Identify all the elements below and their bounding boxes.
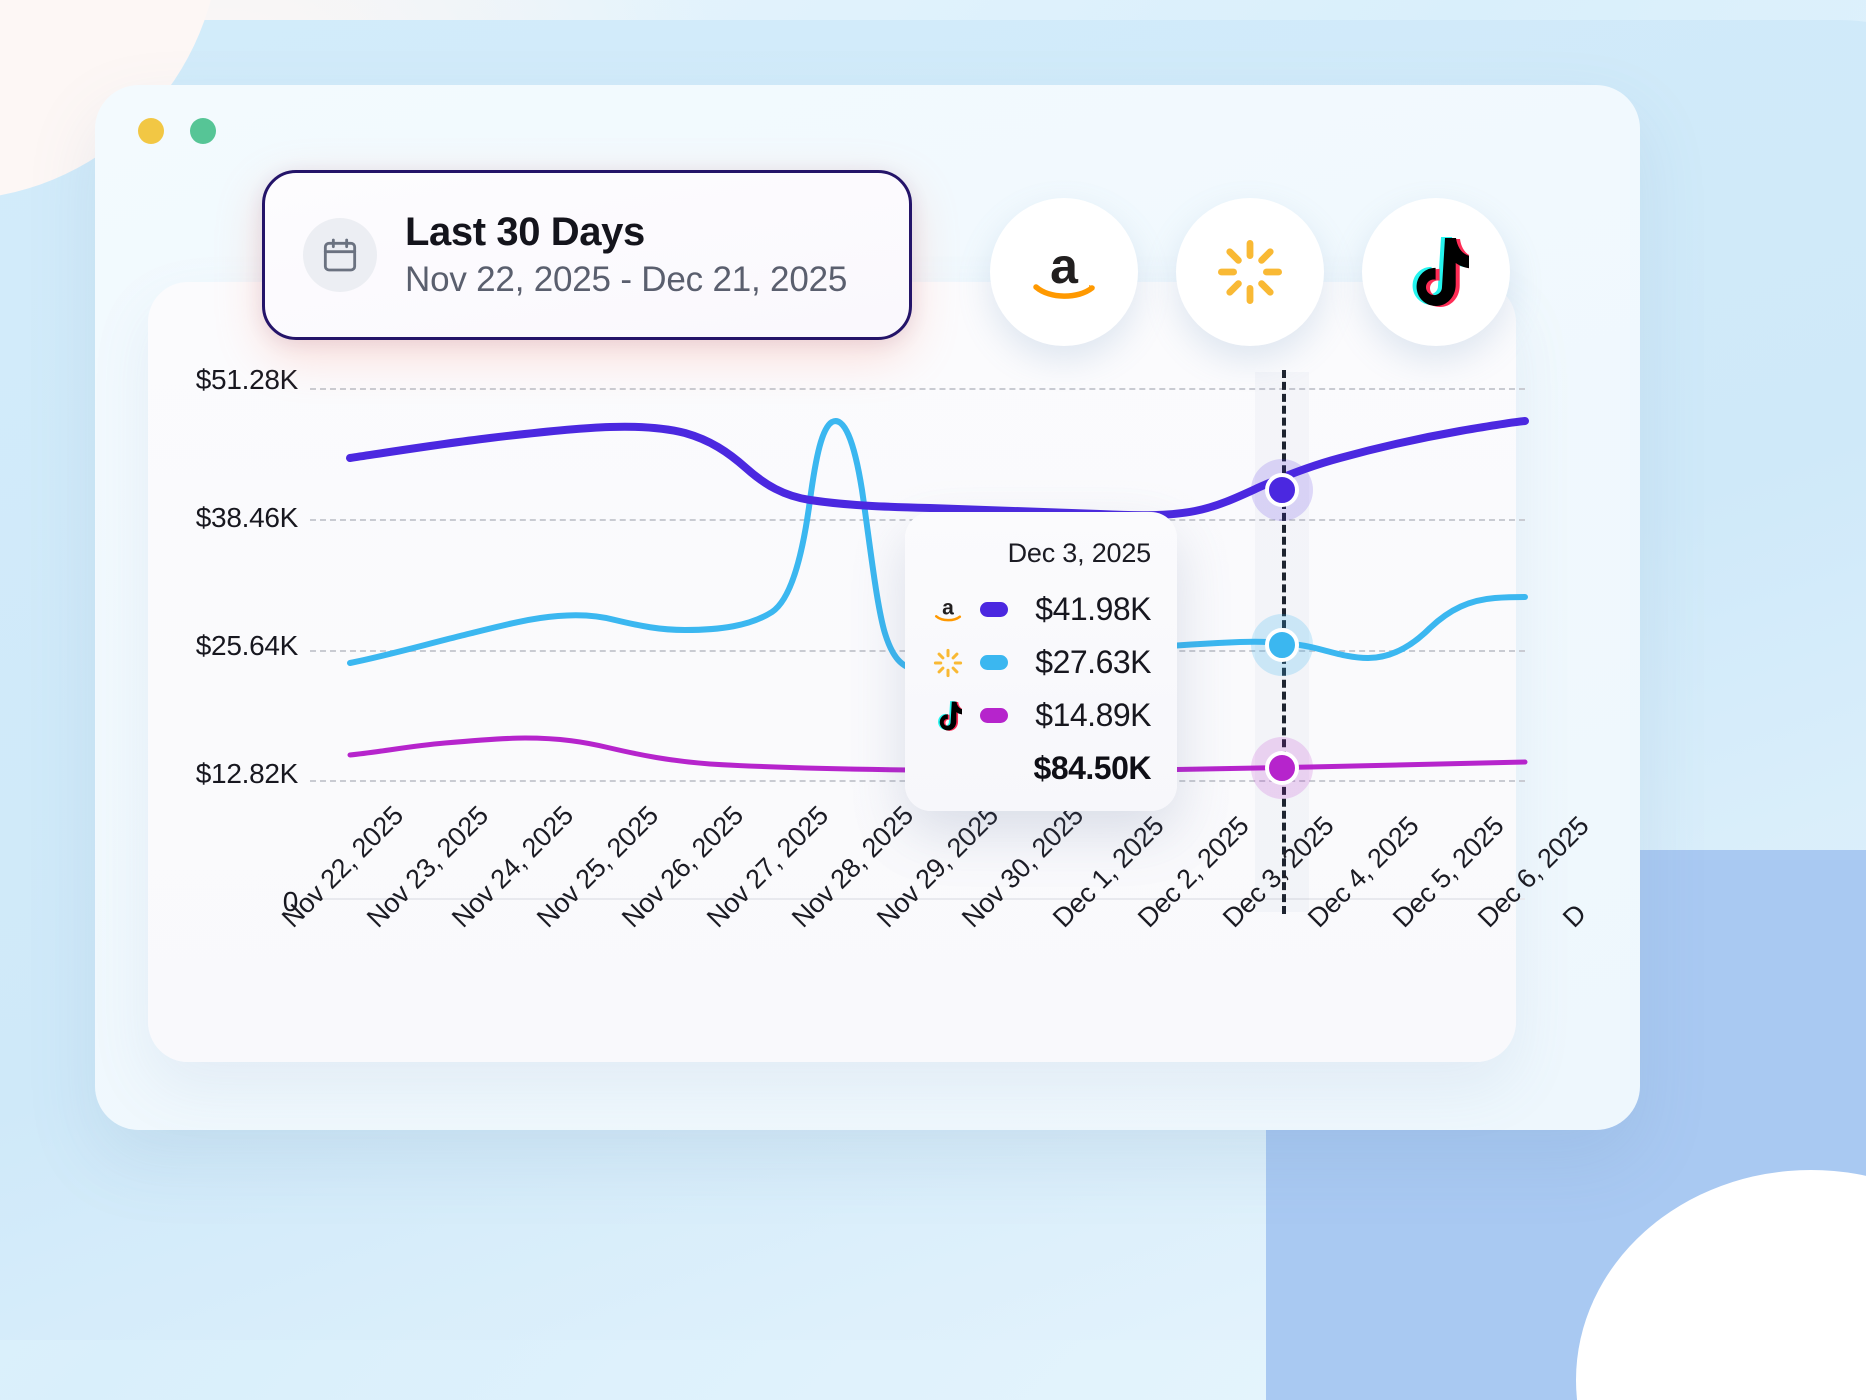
date-range-title: Last 30 Days <box>405 210 645 254</box>
y-axis-tick: $12.82K <box>195 758 299 789</box>
hover-marker-walmart[interactable] <box>1251 614 1313 676</box>
date-range-subtitle: Nov 22, 2025 - Dec 21, 2025 <box>405 260 848 299</box>
svg-text:a: a <box>942 596 954 619</box>
marker-core <box>1265 751 1299 785</box>
y-axis-tick: $51.28K <box>195 364 299 395</box>
y-axis: $51.28K $38.46K $25.64K $12.82K 0 <box>178 364 299 930</box>
tooltip-row-walmart: $27.63K <box>931 644 1152 681</box>
amazon-icon: a <box>1033 241 1095 299</box>
tooltip-row-amazon: a $41.98K <box>931 591 1152 628</box>
tooltip-value-amazon: $41.98K <box>1035 591 1151 627</box>
walmart-spark-icon <box>1218 240 1282 304</box>
window-controls <box>138 118 216 144</box>
tooltip-value-walmart: $27.63K <box>1035 644 1151 680</box>
x-axis-line <box>310 898 1525 900</box>
platform-filter-chips: a <box>990 198 1510 346</box>
tooltip-swatch-tiktok <box>980 708 1008 723</box>
platform-chip-amazon[interactable]: a <box>990 198 1138 346</box>
y-axis-tick: 0 <box>282 886 299 917</box>
series-line-walmart <box>347 418 1528 674</box>
gridline <box>310 388 1525 390</box>
date-range-text: Last 30 Days Nov 22, 2025 - Dec 21, 2025 <box>405 209 847 301</box>
y-axis-tick: $38.46K <box>195 502 299 533</box>
amazon-icon: a <box>931 593 965 627</box>
x-axis: Nov 22, 2025 Nov 23, 2025 Nov 24, 2025 N… <box>276 800 1595 1102</box>
hover-marker-tiktok[interactable] <box>1251 737 1313 799</box>
tiktok-icon <box>1412 237 1469 307</box>
window-minimize-dot[interactable] <box>138 118 164 144</box>
hover-marker-amazon[interactable] <box>1251 459 1313 521</box>
series-line-amazon <box>346 417 1529 520</box>
marker-core <box>1265 473 1299 507</box>
marker-core <box>1265 628 1299 662</box>
tooltip-value-tiktok: $14.89K <box>1035 697 1151 733</box>
tooltip-swatch-amazon <box>980 602 1008 617</box>
window-maximize-dot[interactable] <box>190 118 216 144</box>
tooltip-total: $84.50K <box>1033 750 1152 786</box>
tooltip-row-tiktok: $14.89K <box>931 697 1152 734</box>
walmart-spark-icon <box>931 646 965 680</box>
chart-tooltip: Dec 3, 2025 a $41.98K <box>905 512 1177 811</box>
platform-chip-tiktok[interactable] <box>1362 198 1510 346</box>
calendar-icon <box>303 218 377 292</box>
chart-card <box>148 282 1516 1062</box>
tiktok-icon <box>931 699 965 733</box>
platform-chip-walmart[interactable] <box>1176 198 1324 346</box>
date-range-selector[interactable]: Last 30 Days Nov 22, 2025 - Dec 21, 2025 <box>262 170 912 340</box>
svg-text:a: a <box>1050 241 1079 294</box>
plot-area[interactable] <box>310 370 1529 914</box>
y-axis-tick: $25.64K <box>195 630 299 661</box>
tooltip-swatch-walmart <box>980 655 1008 670</box>
tooltip-date: Dec 3, 2025 <box>1007 538 1152 568</box>
